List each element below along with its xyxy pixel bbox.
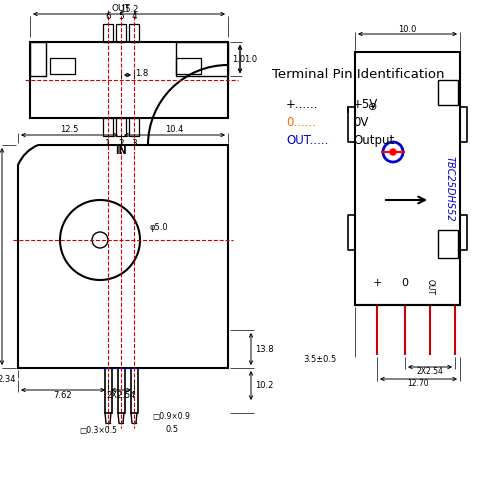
Text: □0.9×0.9: □0.9×0.9 xyxy=(152,412,189,421)
Bar xyxy=(103,118,113,136)
Text: 12.70: 12.70 xyxy=(407,380,428,388)
Text: OUT: OUT xyxy=(425,279,434,295)
Bar xyxy=(437,80,457,105)
Bar xyxy=(116,24,126,42)
Text: 1.0: 1.0 xyxy=(243,55,257,64)
Circle shape xyxy=(389,149,395,155)
Bar xyxy=(354,52,459,305)
Text: IN: IN xyxy=(115,146,127,156)
Bar xyxy=(129,24,139,42)
Text: 2: 2 xyxy=(118,139,124,148)
Bar xyxy=(131,368,138,413)
Bar xyxy=(129,118,139,136)
Text: Output: Output xyxy=(352,134,393,147)
Text: 15.2: 15.2 xyxy=(120,4,138,13)
Text: 2X2.54: 2X2.54 xyxy=(416,367,442,377)
Text: 12.5: 12.5 xyxy=(60,126,79,135)
Text: 3: 3 xyxy=(131,139,137,148)
Text: 3.5±0.5: 3.5±0.5 xyxy=(303,355,336,364)
Text: φ5.0: φ5.0 xyxy=(150,223,168,233)
Bar xyxy=(30,42,46,76)
Text: ⊕: ⊕ xyxy=(368,102,377,112)
Text: □0.3×0.5: □0.3×0.5 xyxy=(79,427,117,436)
Text: 0V: 0V xyxy=(352,116,368,129)
Text: 7.62: 7.62 xyxy=(54,390,72,400)
Text: 10.2: 10.2 xyxy=(255,381,273,390)
Bar xyxy=(105,368,112,413)
Text: 13.8: 13.8 xyxy=(255,345,273,354)
Text: TBC25DHS52: TBC25DHS52 xyxy=(444,156,454,221)
Text: 4: 4 xyxy=(131,12,137,21)
Text: OUT.....: OUT..... xyxy=(286,134,328,147)
Text: 1: 1 xyxy=(105,139,111,148)
Text: OUT: OUT xyxy=(111,4,130,13)
Text: +......: +...... xyxy=(286,98,318,111)
Text: +5V: +5V xyxy=(352,98,377,111)
Bar xyxy=(118,368,125,413)
Text: 1.8: 1.8 xyxy=(135,69,148,78)
Text: +: + xyxy=(372,278,381,288)
Text: 5: 5 xyxy=(118,12,124,21)
Text: 1.0: 1.0 xyxy=(231,55,244,64)
Text: 0: 0 xyxy=(401,278,408,288)
Bar xyxy=(30,42,227,118)
Bar xyxy=(176,42,227,76)
Bar xyxy=(50,58,75,74)
Text: 0......: 0...... xyxy=(286,116,315,129)
Bar xyxy=(176,58,200,74)
Bar xyxy=(437,230,457,258)
Text: 2X2.54: 2X2.54 xyxy=(106,390,135,400)
Text: 6: 6 xyxy=(105,12,111,21)
Text: Terminal Pin Identification: Terminal Pin Identification xyxy=(271,68,443,81)
Text: 10.4: 10.4 xyxy=(165,126,183,135)
Bar xyxy=(116,118,126,136)
Text: 0.5: 0.5 xyxy=(166,425,179,434)
Bar xyxy=(103,24,113,42)
Text: 10.0: 10.0 xyxy=(397,25,416,33)
Text: 2.34: 2.34 xyxy=(0,376,16,384)
